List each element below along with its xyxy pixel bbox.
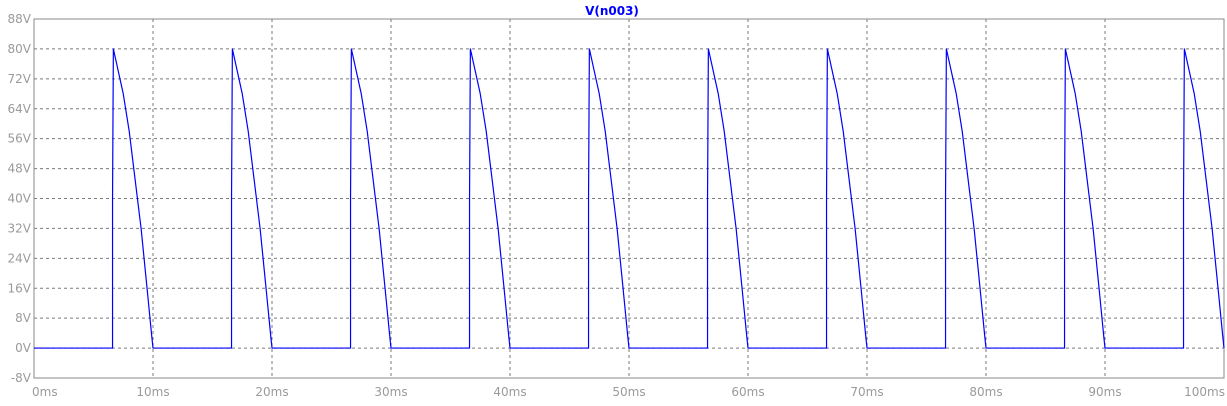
y-tick-label: 80V (8, 42, 32, 56)
x-tick-label: 80ms (969, 385, 1002, 399)
y-tick-label: 72V (8, 72, 32, 86)
x-tick-label: 20ms (255, 385, 288, 399)
x-axis-tick-labels: 0ms 10ms 20ms 30ms 40ms 50ms 60ms 70ms 80ms 90ms 1… (32, 385, 1225, 399)
y-tick-label: 56V (8, 132, 32, 146)
x-tick-label: 30ms (374, 385, 407, 399)
x-tick-label: 90ms (1088, 385, 1121, 399)
series-layer (34, 48, 1225, 349)
y-tick-label: -8V (11, 371, 32, 385)
trace-name-label[interactable]: V(n003) (585, 4, 639, 18)
y-tick-label: 24V (8, 251, 32, 265)
y-tick-label: 0V (15, 341, 32, 355)
series-line-0 (34, 48, 1225, 349)
x-tick-label: 0ms (32, 385, 58, 399)
y-tick-label: 64V (8, 102, 32, 116)
y-tick-label: 40V (8, 192, 32, 206)
y-tick-label: 88V (8, 12, 32, 26)
y-axis-tick-labels: -8V 0V 8V 16V 24V 32V 40V 48V 56V 64V 72V 80V 88V (8, 12, 32, 385)
x-tick-label: 10ms (136, 385, 169, 399)
y-tick-label: 16V (8, 281, 32, 295)
y-tick-label: 8V (15, 311, 32, 325)
x-tick-label: 100ms (1184, 385, 1225, 399)
grid (34, 19, 1224, 378)
x-tick-label: 50ms (612, 385, 645, 399)
x-tick-label: 60ms (731, 385, 764, 399)
plot-frame (33, 18, 1225, 379)
y-tick-label: 48V (8, 162, 32, 176)
x-tick-label: 40ms (493, 385, 526, 399)
y-tick-label: 32V (8, 221, 32, 235)
x-tick-label: 70ms (850, 385, 883, 399)
